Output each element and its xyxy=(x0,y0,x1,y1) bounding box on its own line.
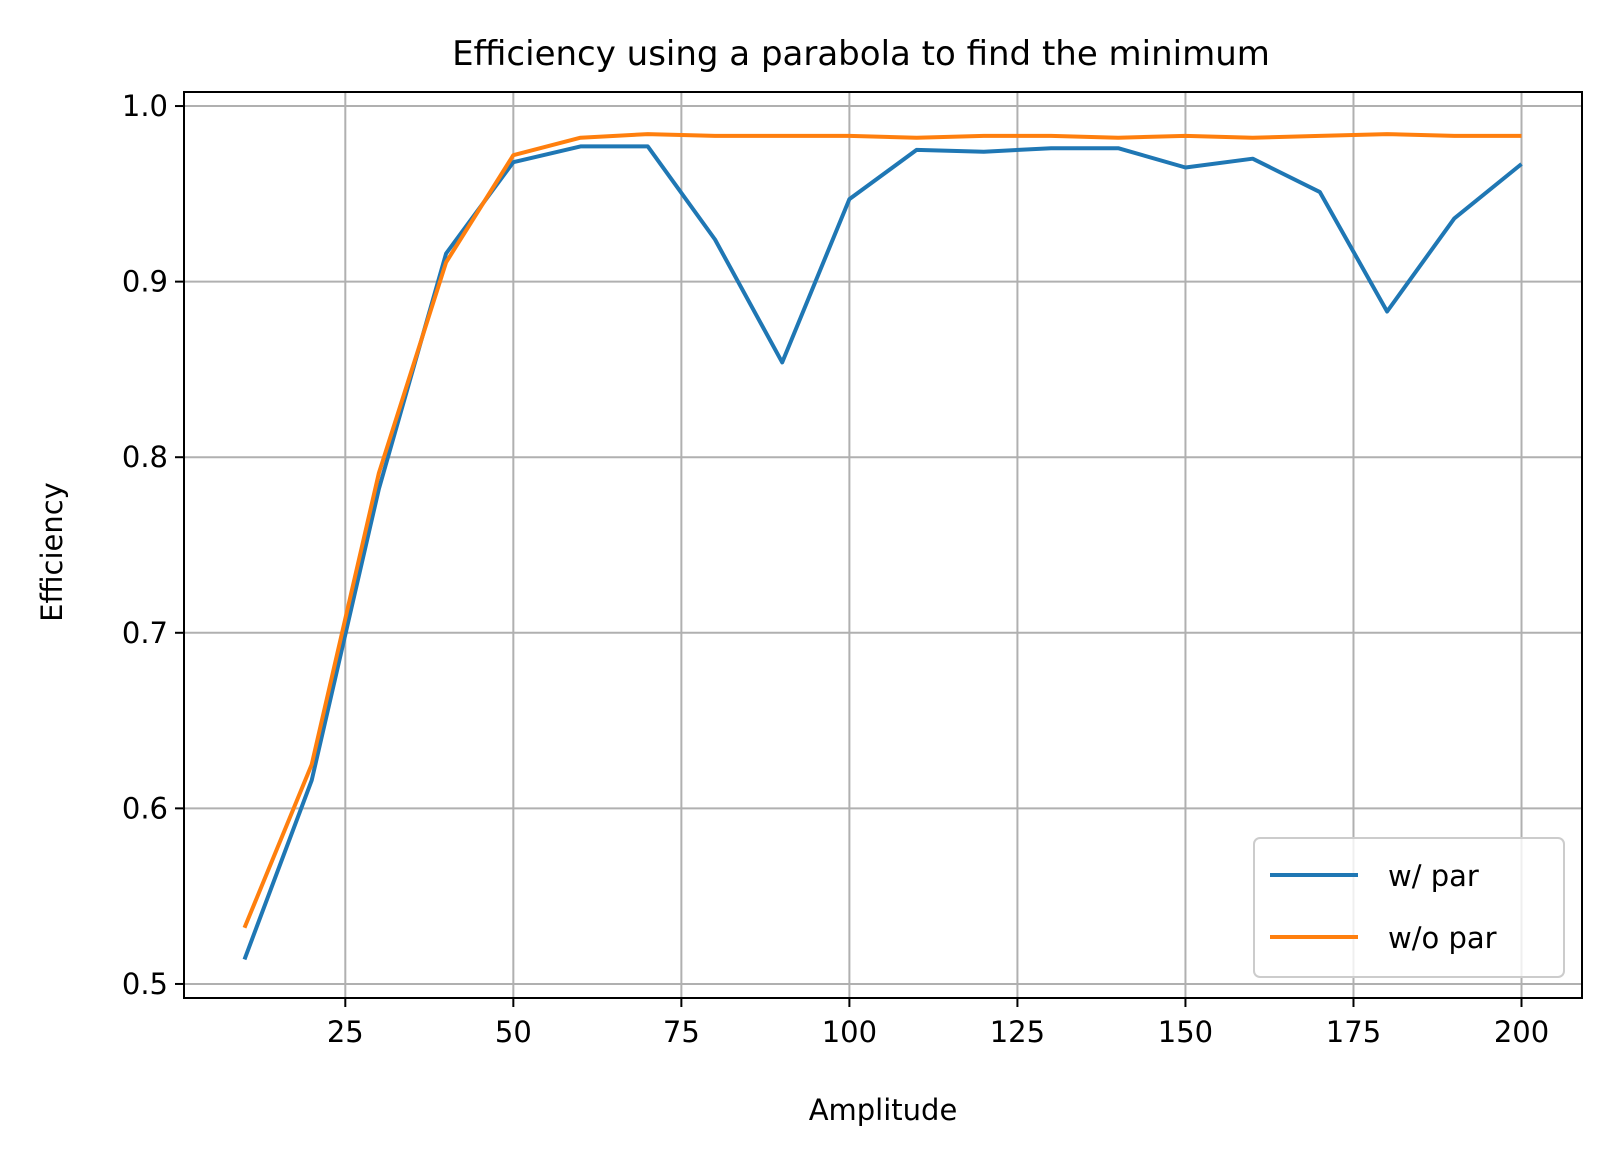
legend: w/ par w/o par xyxy=(1253,837,1565,978)
y-tick-label: 0.8 xyxy=(122,440,168,474)
x-tick-label: 125 xyxy=(990,1015,1045,1049)
y-tick-label: 0.7 xyxy=(122,616,168,650)
plot-lines xyxy=(242,132,1523,961)
x-tick-label: 75 xyxy=(663,1015,700,1049)
x-tick-label: 175 xyxy=(1326,1015,1381,1049)
y-tick-label: 1.0 xyxy=(122,89,168,123)
y-tick-label: 0.9 xyxy=(122,265,168,299)
x-tick-label: 150 xyxy=(1158,1015,1213,1049)
legend-box xyxy=(1253,837,1565,978)
x-tick-label: 200 xyxy=(1494,1015,1549,1049)
plot-frame xyxy=(183,91,1583,999)
x-axis-label: Amplitude xyxy=(809,1093,958,1127)
y-axis-label: Efficiency xyxy=(35,482,69,622)
chart-title: Efficiency using a parabola to find the … xyxy=(452,34,1270,74)
series-line-w-par xyxy=(242,144,1523,961)
y-tick-label: 0.6 xyxy=(122,791,168,825)
series-line-w-o-par xyxy=(242,132,1522,929)
legend-label-w-par: w/ par xyxy=(1388,859,1479,893)
y-axis-ticks: 0.5 0.6 0.7 0.8 0.9 1.0 xyxy=(122,89,184,1001)
grid xyxy=(184,92,1582,998)
x-tick-label: 100 xyxy=(822,1015,877,1049)
y-tick-label: 0.5 xyxy=(122,967,168,1001)
x-tick-label: 50 xyxy=(495,1015,532,1049)
x-tick-label: 25 xyxy=(327,1015,364,1049)
x-axis-ticks: 25 50 75 100 125 150 175 200 xyxy=(327,998,1549,1049)
legend-label-wo-par: w/o par xyxy=(1388,921,1497,955)
